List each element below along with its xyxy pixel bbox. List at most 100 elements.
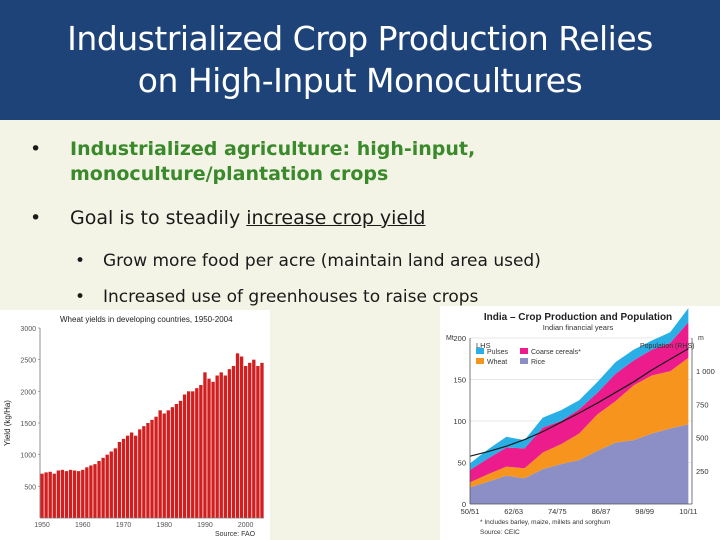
bullet-2-text-underlined: increase crop yield [246, 207, 426, 229]
wheat-bar [81, 469, 85, 518]
chart-title: India – Crop Production and Population [484, 312, 672, 323]
wheat-bar [60, 469, 65, 518]
bullet-2-text: Goal is to steadily increase crop yield [70, 206, 425, 231]
wheat-bar [203, 372, 207, 518]
wheat-bar [166, 410, 170, 518]
wheat-bar [186, 391, 191, 518]
sub-bullet-1-text: Grow more food per acre (maintain land a… [103, 251, 541, 271]
wheat-bar [231, 366, 236, 518]
right-tick-label: 250 [696, 467, 709, 476]
bullet-marker: • [30, 207, 42, 229]
wheat-bar [134, 435, 138, 518]
left-tick-label: 150 [453, 376, 466, 385]
x-tick-label: 74/75 [548, 507, 567, 516]
right-tick-label: 500 [696, 434, 709, 443]
legend-label: Wheat [487, 359, 507, 366]
legend-population-label: Population (RHS) [640, 343, 694, 350]
wheat-bar [89, 465, 93, 518]
chart-title: Wheat yields in developing countries, 19… [60, 315, 233, 324]
wheat-bar [195, 388, 199, 518]
right-axis-unit: m [698, 335, 704, 342]
wheat-bar [146, 423, 150, 518]
wheat-bar [235, 353, 240, 518]
wheat-bar [68, 469, 73, 518]
left-axis-unit: Mt [446, 335, 454, 342]
y-tick-label: 2500 [20, 358, 36, 365]
bullet-2: • Goal is to steadily increase crop yiel… [30, 206, 425, 231]
x-tick-label: 1960 [75, 522, 91, 529]
left-tick-label: 200 [453, 334, 466, 343]
area-pulses [470, 308, 689, 470]
x-tick-label: 50/51 [461, 507, 480, 516]
wheat-bar [125, 435, 130, 518]
slide-title-line-2: on High-Input Monocultures [137, 61, 583, 100]
wheat-bar [223, 375, 227, 518]
wheat-bar [52, 473, 56, 518]
legend-swatch [476, 348, 484, 354]
wheat-bar [239, 356, 244, 518]
legend-swatch [520, 348, 528, 354]
wheat-bar [113, 448, 118, 518]
left-tick-label: 100 [453, 417, 466, 426]
bullet-1-text: Industrialized agriculture: high-input, … [70, 138, 476, 185]
wheat-bar [158, 410, 162, 518]
wheat-bar [244, 366, 248, 518]
wheat-bar [211, 381, 215, 518]
wheat-bar [85, 467, 89, 518]
x-tick-label: 86/87 [592, 507, 611, 516]
wheat-bar [227, 369, 232, 518]
sub-bullet-1: • Grow more food per acre (maintain land … [75, 250, 541, 272]
wheat-bar [191, 391, 195, 518]
wheat-bar [97, 461, 101, 518]
wheat-bar [117, 442, 122, 518]
sub-bullet-2-text: Increased use of greenhouses to raise cr… [103, 287, 479, 307]
wheat-bar [219, 372, 223, 518]
chart-source: Source: CEIC [480, 529, 520, 536]
wheat-bar [150, 419, 154, 518]
wheat-yield-chart-svg: Wheat yields in developing countries, 19… [3, 315, 264, 538]
bullet-2-text-plain: Goal is to steadily [70, 207, 247, 229]
wheat-yield-chart: Wheat yields in developing countries, 19… [0, 310, 270, 540]
wheat-bar [56, 470, 60, 518]
x-tick-label: 1950 [34, 522, 50, 529]
left-tick-label: 50 [458, 459, 466, 468]
wheat-bar [48, 471, 52, 518]
y-tick-label: 2000 [20, 389, 36, 396]
wheat-bar [178, 400, 183, 518]
wheat-bar [215, 375, 219, 518]
bullet-marker: • [30, 138, 42, 160]
bullet-1: • Industrialized agriculture: high-input… [30, 137, 650, 187]
population-line [469, 348, 689, 457]
wheat-bar [174, 404, 179, 518]
title-bar: Industrialized Crop Production Relies on… [0, 0, 720, 120]
sub-bullet-marker: • [75, 251, 86, 271]
chart-footnote: * Includes barley, maize, millets and so… [480, 519, 610, 526]
wheat-bar [129, 432, 134, 518]
y-tick-label: 1000 [20, 453, 36, 460]
wheat-bar [182, 394, 187, 518]
slide-title-line-1: Industrialized Crop Production Relies [67, 19, 653, 58]
wheat-bar [260, 362, 264, 518]
legend-label: Pulses [487, 349, 509, 356]
area-coarse-cereals [470, 322, 689, 483]
y-axis-label: Yield (kg/Ha) [3, 400, 12, 446]
legend-title-lhs: LHS [476, 341, 491, 350]
chart-subtitle: Indian financial years [543, 323, 614, 332]
x-tick-label: 1980 [156, 522, 172, 529]
wheat-bar [40, 473, 44, 518]
wheat-bar [256, 366, 260, 518]
area-wheat [470, 357, 689, 488]
wheat-bar [142, 426, 146, 518]
legend-label: Coarse cereals* [531, 349, 581, 356]
wheat-bar [170, 407, 175, 518]
wheat-bar [252, 359, 256, 518]
wheat-bar [199, 385, 203, 518]
left-tick-label: 0 [462, 500, 466, 509]
sub-bullet-marker: • [75, 287, 86, 307]
legend-label: Rice [531, 359, 545, 366]
wheat-bar [207, 378, 211, 518]
sub-bullet-2: • Increased use of greenhouses to raise c… [75, 286, 478, 308]
x-tick-label: 62/63 [504, 507, 523, 516]
x-tick-label: 10/11 [679, 507, 697, 516]
x-tick-label: 98/99 [635, 507, 654, 516]
